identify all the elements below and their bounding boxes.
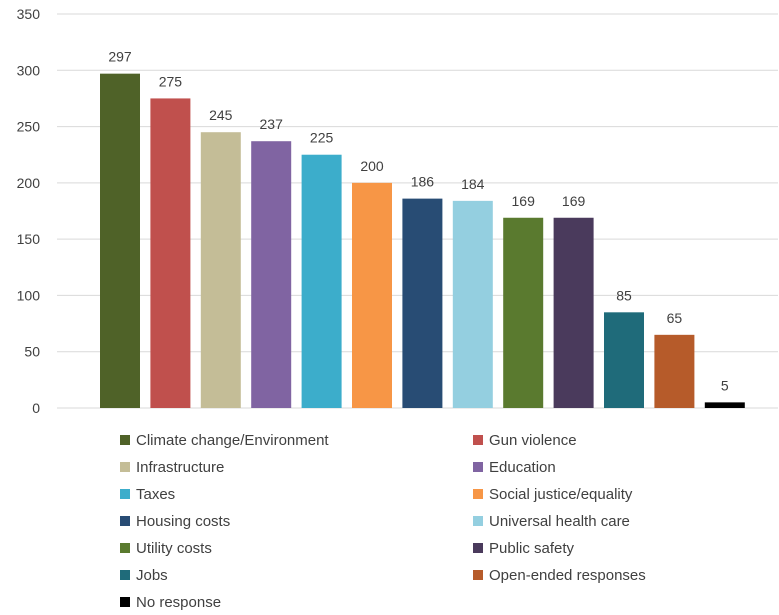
bar <box>200 132 241 408</box>
legend-label: Social justice/equality <box>489 485 633 503</box>
y-tick-label: 150 <box>17 231 41 247</box>
bar <box>402 198 443 408</box>
data-label: 169 <box>512 193 536 209</box>
y-tick-label: 350 <box>17 6 41 22</box>
legend-label: Jobs <box>136 566 168 584</box>
legend-label: Open-ended responses <box>489 566 646 584</box>
legend-label: Infrastructure <box>136 458 225 476</box>
legend-swatch <box>473 570 483 580</box>
legend-swatch <box>120 489 130 499</box>
data-label: 245 <box>209 107 233 123</box>
legend-item: Education <box>473 457 556 477</box>
data-label: 169 <box>562 193 586 209</box>
legend-swatch <box>473 516 483 526</box>
legend-label: Universal health care <box>489 512 630 530</box>
legend-swatch <box>473 489 483 499</box>
legend-swatch <box>473 543 483 553</box>
legend-item: Social justice/equality <box>473 484 632 504</box>
legend-swatch <box>120 543 130 553</box>
bar <box>553 217 594 408</box>
legend-swatch <box>120 516 130 526</box>
legend-label: Climate change/Environment <box>136 431 329 449</box>
bar <box>654 334 695 408</box>
legend-label: Housing costs <box>136 512 231 530</box>
bar <box>704 402 745 408</box>
legend-item: Universal health care <box>473 511 630 531</box>
legend-item: Taxes <box>120 484 175 504</box>
legend-item: Jobs <box>120 565 168 585</box>
legend-swatch <box>120 462 130 472</box>
legend-item: Open-ended responses <box>473 565 646 585</box>
legend-label: Utility costs <box>136 539 212 557</box>
legend-item: Public safety <box>473 538 574 558</box>
data-label: 275 <box>159 73 183 89</box>
y-tick-label: 0 <box>32 400 40 416</box>
data-label: 237 <box>260 116 284 132</box>
legend-label: Education <box>489 458 556 476</box>
legend-swatch <box>473 435 483 445</box>
y-tick-label: 100 <box>17 287 41 303</box>
data-label: 186 <box>411 174 435 190</box>
legend-swatch <box>473 462 483 472</box>
bars <box>100 73 745 409</box>
legend-label: Public safety <box>489 539 575 557</box>
bar <box>100 73 140 409</box>
bar <box>452 200 493 408</box>
legend-swatch <box>120 597 130 607</box>
legend-item: Housing costs <box>120 511 230 531</box>
bar <box>301 154 342 408</box>
legend-label: Gun violence <box>489 431 577 449</box>
legend-item: Gun violence <box>473 430 577 450</box>
legend-label: Taxes <box>136 485 176 503</box>
data-label: 297 <box>108 49 132 65</box>
bar <box>604 312 644 408</box>
bar <box>352 182 392 408</box>
legend-swatch <box>120 570 130 580</box>
bar <box>503 217 544 408</box>
legend-swatch <box>120 435 130 445</box>
bar <box>150 98 191 408</box>
y-tick-label: 300 <box>17 62 41 78</box>
y-tick-label: 200 <box>17 175 41 191</box>
data-label: 65 <box>667 310 683 326</box>
y-axis-ticks: 0 50 100 150 200 250 300 350 <box>17 6 41 416</box>
data-label: 85 <box>616 287 632 303</box>
data-label: 5 <box>721 377 729 393</box>
bar-chart: 0 50 100 150 200 250 300 350 297 275 245 237 225 200… <box>17 6 778 416</box>
legend-item: No response <box>120 592 221 612</box>
y-tick-label: 250 <box>17 119 41 135</box>
legend-item: Climate change/Environment <box>120 430 329 450</box>
legend-item: Infrastructure <box>120 457 224 477</box>
data-label: 200 <box>360 158 384 174</box>
legend-item: Utility costs <box>120 538 212 558</box>
data-label: 184 <box>461 176 485 192</box>
bar <box>251 141 292 408</box>
legend-label: No response <box>136 593 222 611</box>
y-tick-label: 50 <box>24 344 40 360</box>
data-labels: 297 275 245 237 225 200 186 184 169 169 85 65 5 <box>108 49 729 394</box>
data-label: 225 <box>310 130 334 146</box>
